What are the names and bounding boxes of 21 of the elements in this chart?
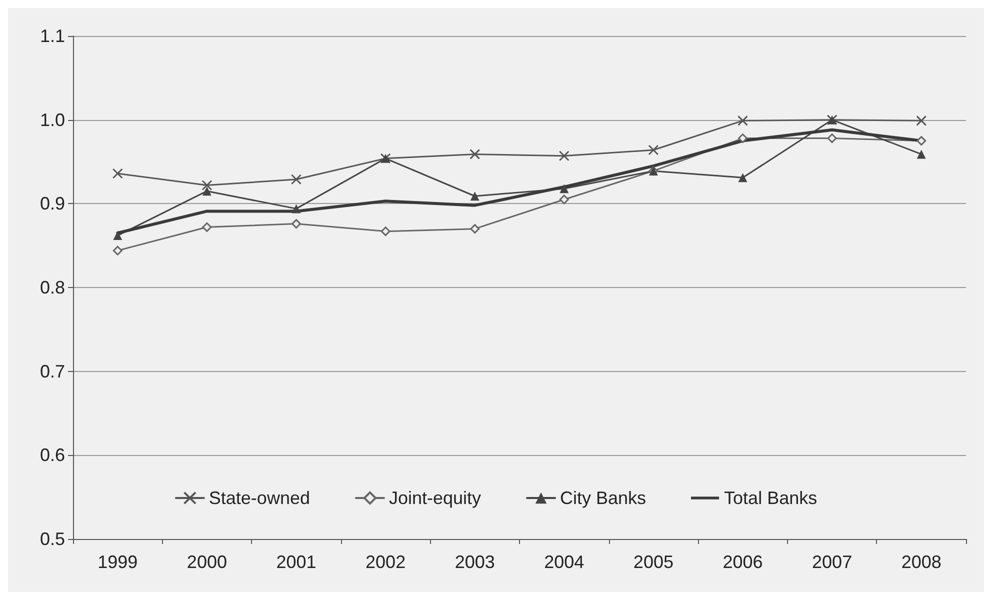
x-tick-label: 2007 [812, 552, 852, 572]
y-tick-label: 0.7 [40, 361, 65, 382]
y-tick-label: 1.1 [40, 26, 65, 46]
y-tick-label: 1.0 [40, 110, 65, 130]
y-tick-label: 0.5 [40, 529, 65, 549]
x-tick-label: 2008 [901, 552, 942, 572]
x-tick-label: 2001 [276, 552, 316, 572]
x-tick-label: 2000 [186, 552, 227, 572]
y-tick-label: 0.8 [40, 278, 65, 298]
x-tick-label: 2002 [366, 552, 406, 572]
legend-label: State-owned [208, 488, 310, 508]
x-tick-label: 2005 [633, 552, 674, 572]
y-tick-label: 0.9 [40, 194, 65, 214]
legend-label: Total Banks [724, 488, 818, 508]
x-tick-label: 2004 [544, 552, 584, 572]
y-tick-label: 0.6 [40, 445, 65, 466]
x-tick-label: 1999 [98, 552, 138, 572]
legend-label: City Banks [560, 488, 646, 508]
x-tick-label: 2003 [454, 552, 495, 572]
x-tick-label: 2006 [722, 552, 763, 572]
legend-label: Joint-equity [388, 488, 482, 508]
